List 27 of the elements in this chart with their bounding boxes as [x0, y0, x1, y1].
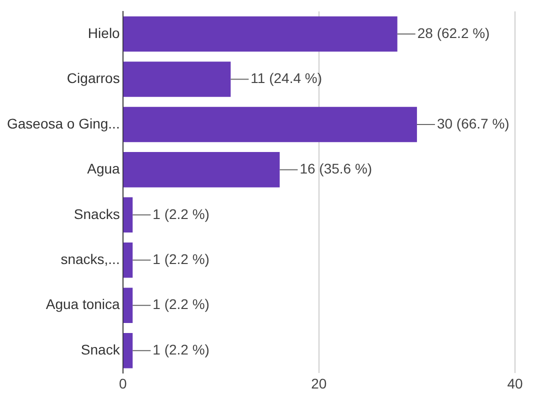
data-label: 1 (2.2 %): [152, 250, 210, 267]
bar: [123, 62, 231, 97]
data-label: 16 (35.6 %): [300, 160, 372, 177]
y-tick-label: Hielo: [88, 24, 120, 41]
bar: [123, 332, 133, 368]
bar: [123, 197, 133, 233]
data-label: 1 (2.2 %): [152, 341, 210, 358]
bar: [123, 242, 133, 278]
bar: [123, 106, 417, 142]
x-tick-label: 40: [507, 375, 523, 392]
y-tick-label: Agua: [87, 160, 120, 177]
data-label: 30 (66.7 %): [436, 115, 510, 132]
y-tick-label: Gaseosa o Ging...: [6, 115, 120, 132]
y-tick-label: Agua tonica: [46, 296, 120, 312]
bar: [123, 152, 280, 188]
bar: [123, 288, 133, 323]
bar: [123, 16, 398, 52]
data-label: 28 (62.2 %): [417, 24, 490, 41]
x-tick-label: 20: [311, 375, 327, 392]
data-label: 1 (2.2 %): [152, 206, 210, 222]
data-label: 1 (2.2 %): [152, 296, 210, 312]
data-label: 11 (24.4 %): [250, 70, 322, 86]
y-tick-label: snacks,...: [60, 250, 120, 267]
y-tick-label: Snack: [80, 341, 121, 358]
x-tick-label: 0: [118, 375, 127, 392]
y-tick-label: Snacks: [74, 206, 120, 222]
y-tick-label: Cigarros: [66, 70, 120, 86]
